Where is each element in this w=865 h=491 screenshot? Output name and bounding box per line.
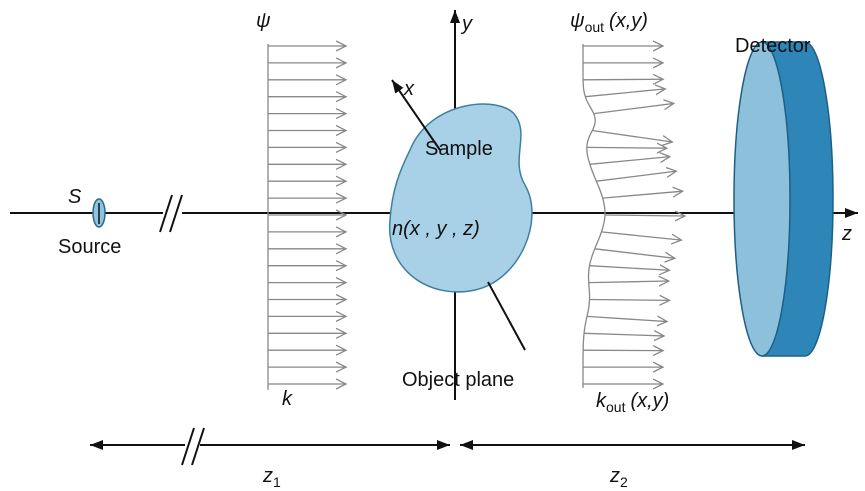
wave-arrow [589,266,669,271]
axis-break [181,427,195,466]
wave-arrow [586,147,667,148]
wave-arrow [596,171,676,182]
object-plane-label: Object plane [402,369,514,391]
exit-wave-label: ψout (x,y) [570,10,648,35]
refractive-index-label: n(x , y , z) [392,218,480,240]
axis-break [169,194,183,233]
wave-arrow [594,248,675,259]
object-plane-pointer [487,281,526,351]
source-symbol: S [68,186,82,208]
wave-arrow [593,103,674,115]
wave-arrow [602,191,683,199]
z1-label: z1 [262,465,281,490]
x-axis [391,79,441,151]
wave-arrow [585,89,665,98]
x-axis-label: x [403,78,415,100]
detector-face [733,41,791,357]
detector-label: Detector [735,35,811,57]
axis-break [159,194,173,233]
wave-arrow [592,129,672,142]
psi-label: ψ [256,10,271,32]
wave-arrow [586,316,667,321]
wave-arrow [584,333,664,336]
z2-label: z2 [609,465,628,490]
sample-label: Sample [425,138,493,160]
exit-wavevector-label: kout (x,y) [596,390,669,415]
incident-wave [267,44,346,390]
wavefront [582,44,606,388]
wave-arrow [583,79,663,80]
z-axis-label: z [841,223,852,245]
sample-shape [388,103,533,293]
wave-arrow [589,300,670,301]
wave-arrow [588,281,669,283]
wave-arrow [604,215,685,216]
exit-wave [582,44,685,388]
wave-arrow [589,157,670,165]
k-label: k [282,388,293,410]
y-axis-label: y [460,13,473,35]
wave-arrow [601,231,681,240]
source-label: Source [58,236,121,258]
axis-break [191,427,205,466]
